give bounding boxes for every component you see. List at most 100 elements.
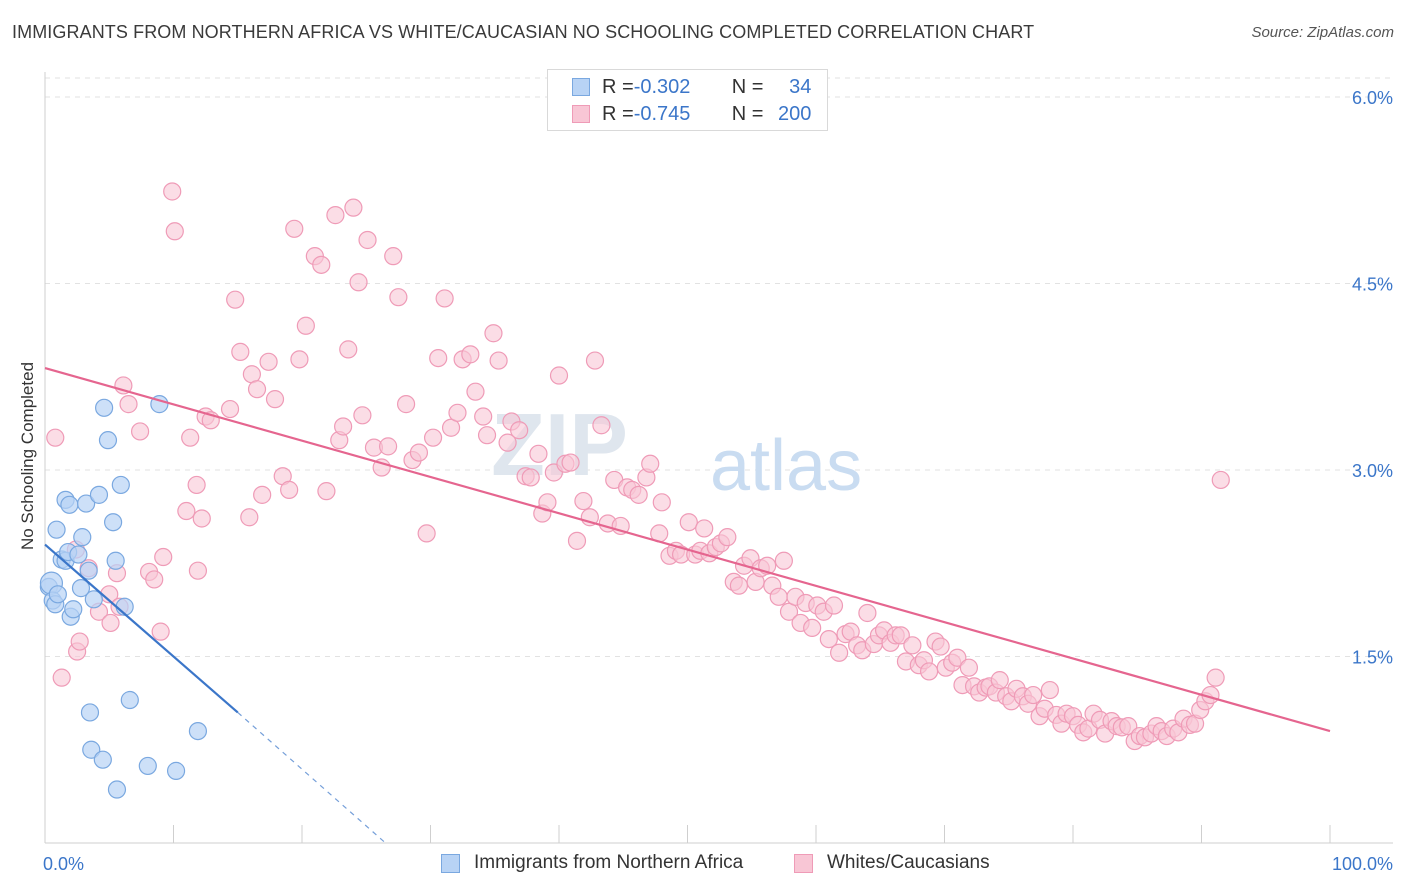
legend-n-value: 34: [789, 75, 812, 98]
immigrants-point: [111, 475, 130, 495]
whites-point: [334, 417, 353, 436]
legend-n-label: N =: [731, 102, 764, 125]
whites-point: [1211, 470, 1230, 490]
legend-r-value: -0.302: [633, 75, 691, 98]
chart-source: Source: ZipAtlas.com: [1251, 24, 1394, 41]
whites-point: [521, 468, 540, 487]
immigrants-point: [93, 750, 112, 769]
whites-point: [312, 255, 331, 274]
whites-point: [253, 485, 272, 504]
immigrants-point: [89, 485, 109, 504]
immigrants-point: [84, 590, 103, 609]
whites-point: [384, 247, 403, 266]
legend-swatch-whites: [572, 105, 590, 123]
immigrants-point: [106, 551, 125, 570]
whites-point: [151, 622, 170, 641]
whites-point: [919, 662, 939, 681]
whites-point: [290, 350, 309, 369]
immigrants-point: [64, 600, 83, 619]
whites-points: [46, 182, 1230, 751]
whites-point: [154, 547, 173, 567]
whites-point: [477, 426, 497, 445]
whites-point: [574, 491, 593, 511]
whites-point: [641, 454, 660, 473]
legend-r-label: R =: [602, 75, 634, 98]
trend-lines: [44, 366, 1331, 844]
tick-labels: 1.5% 3.0% 4.5% 6.0% 0.0% 100.0%: [43, 88, 1393, 874]
watermark-atlas: atlas: [710, 426, 862, 506]
immigrants-point: [79, 561, 98, 580]
whites-point: [830, 643, 849, 662]
immigrants-point: [95, 398, 114, 417]
whites-point: [163, 182, 182, 201]
whites-point: [119, 395, 138, 414]
immigrants-point: [138, 756, 157, 776]
whites-point: [466, 382, 485, 401]
whites-point: [1024, 685, 1043, 705]
whites-point: [317, 482, 336, 501]
whites-point: [561, 453, 580, 472]
whites-point: [265, 390, 285, 409]
legend-n-label: N =: [731, 75, 764, 98]
whites-point: [226, 290, 245, 309]
whites-point: [339, 340, 358, 359]
whites-point: [177, 501, 196, 521]
y-axis-label: No Schooling Completed: [18, 362, 37, 550]
whites-point: [231, 342, 250, 361]
y-tick-label: 1.5%: [1352, 648, 1393, 668]
whites-point: [474, 407, 493, 426]
whites-point: [718, 528, 737, 547]
whites-point: [409, 443, 429, 462]
whites-point: [396, 395, 416, 414]
whites-point: [349, 273, 368, 292]
whites-point: [990, 671, 1009, 690]
whites-point: [285, 219, 304, 238]
whites-point: [803, 618, 822, 638]
y-tick-label: 3.0%: [1352, 461, 1393, 481]
immigrants-point: [120, 690, 139, 710]
whites-point: [378, 437, 398, 456]
legend-row-immigrants: R = -0.302 N = 34: [572, 74, 811, 100]
immigrants-point: [107, 780, 127, 799]
whites-point: [585, 351, 605, 370]
bottom-legend-swatch-immigrants: [441, 853, 460, 873]
immigrants-point: [104, 513, 123, 532]
immigrants-point: [80, 703, 100, 722]
whites-point: [729, 576, 749, 595]
immigrants-trend-line: [44, 543, 239, 714]
whites-point: [429, 349, 448, 368]
whites-point: [769, 587, 788, 606]
whites-point: [240, 508, 259, 527]
whites-point: [423, 428, 443, 447]
whites-point: [187, 475, 206, 495]
whites-point: [629, 485, 648, 504]
bottom-legend-label-whites: Whites/Caucasians: [827, 852, 990, 873]
immigrants-points: [39, 395, 208, 799]
immigrants-point: [69, 545, 88, 564]
whites-point: [1040, 680, 1059, 700]
immigrants-point: [77, 494, 96, 513]
correlation-legend: R = -0.302 N = 34 R = -0.745 N = 200: [547, 69, 828, 131]
whites-point: [165, 222, 184, 241]
immigrants-point: [71, 579, 91, 598]
bottom-legend-immigrants: Immigrants from Northern Africa: [441, 852, 743, 874]
whites-point: [130, 422, 150, 441]
whites-point: [695, 519, 714, 538]
whites-point: [353, 406, 372, 425]
axes: [44, 72, 1393, 844]
whites-point: [824, 596, 844, 615]
whites-point: [52, 668, 71, 687]
immigrants-point: [47, 520, 66, 539]
whites-point: [417, 524, 436, 543]
whites-point: [679, 513, 698, 532]
whites-point: [70, 632, 89, 651]
whites-point: [326, 206, 345, 225]
legend-row-whites: R = -0.745 N = 200: [572, 101, 811, 127]
whites-point: [948, 648, 967, 667]
immigrants-point: [48, 585, 67, 604]
bottom-legend-whites: Whites/Caucasians: [794, 852, 990, 874]
whites-point: [389, 288, 408, 307]
whites-point: [247, 380, 267, 399]
whites-point: [280, 480, 299, 499]
